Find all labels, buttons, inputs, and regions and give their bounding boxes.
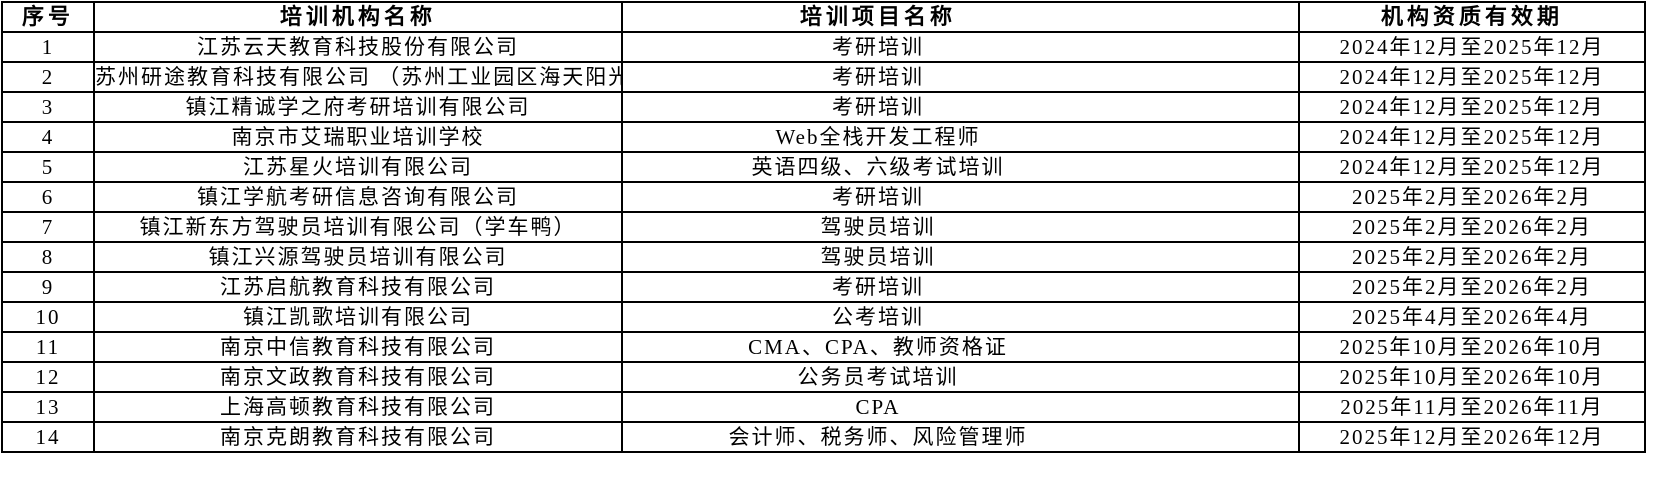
- cell-institution-name: 江苏云天教育科技股份有限公司: [93, 31, 623, 63]
- cell-serial-number: 14: [1, 421, 95, 453]
- cell-institution-name: 镇江精诚学之府考研培训有限公司: [93, 91, 623, 123]
- table-row: 14 南京克朗教育科技有限公司 会计师、税务师、风险管理师 2025年12月至2…: [1, 421, 1646, 453]
- table-row: 7 镇江新东方驾驶员培训有限公司（学车鸭） 驾驶员培训 2025年2月至2026…: [1, 211, 1646, 243]
- cell-serial-number: 13: [1, 391, 95, 423]
- cell-institution-name: 南京中信教育科技有限公司: [93, 331, 623, 363]
- cell-validity-period: 2025年4月至2026年4月: [1298, 301, 1646, 333]
- cell-validity-period: 2024年12月至2025年12月: [1298, 151, 1646, 183]
- table-row: 12 南京文政教育科技有限公司 公务员考试培训 2025年10月至2026年10…: [1, 361, 1646, 393]
- cell-validity-period: 2025年2月至2026年2月: [1298, 181, 1646, 213]
- cell-validity-period: 2025年10月至2026年10月: [1298, 331, 1646, 363]
- cell-institution-name: 镇江学航考研信息咨询有限公司: [93, 181, 623, 213]
- cell-institution-name: 上海高顿教育科技有限公司: [93, 391, 623, 423]
- cell-institution-name: 苏州研途教育科技有限公司 （苏州工业园区海天阳光教育培训中心）: [93, 61, 623, 93]
- cell-project-name: 考研培训: [621, 91, 1300, 123]
- cell-project-name: 考研培训: [621, 181, 1300, 213]
- cell-project-name: CPA: [621, 391, 1300, 423]
- cell-institution-name: 镇江凯歌培训有限公司: [93, 301, 623, 333]
- table-row: 13 上海高顿教育科技有限公司 CPA 2025年11月至2026年11月: [1, 391, 1646, 423]
- cell-project-name: 公考培训: [621, 301, 1300, 333]
- cell-serial-number: 5: [1, 151, 95, 183]
- column-header-no: 序号: [1, 1, 95, 33]
- table-body: 1 江苏云天教育科技股份有限公司 考研培训 2024年12月至2025年12月 …: [1, 31, 1646, 453]
- cell-validity-period: 2025年2月至2026年2月: [1298, 271, 1646, 303]
- cell-project-name: 英语四级、六级考试培训: [621, 151, 1300, 183]
- cell-validity-period: 2025年2月至2026年2月: [1298, 241, 1646, 273]
- cell-validity-period: 2024年12月至2025年12月: [1298, 31, 1646, 63]
- column-header-validity: 机构资质有效期: [1298, 1, 1646, 33]
- table-row: 1 江苏云天教育科技股份有限公司 考研培训 2024年12月至2025年12月: [1, 31, 1646, 63]
- cell-serial-number: 2: [1, 61, 95, 93]
- cell-institution-name: 江苏星火培训有限公司: [93, 151, 623, 183]
- cell-institution-name: 镇江新东方驾驶员培训有限公司（学车鸭）: [93, 211, 623, 243]
- cell-validity-period: 2024年12月至2025年12月: [1298, 121, 1646, 153]
- table-row: 10 镇江凯歌培训有限公司 公考培训 2025年4月至2026年4月: [1, 301, 1646, 333]
- cell-project-name: Web全栈开发工程师: [621, 121, 1300, 153]
- cell-serial-number: 1: [1, 31, 95, 63]
- table-row: 11 南京中信教育科技有限公司 CMA、CPA、教师资格证 2025年10月至2…: [1, 331, 1646, 363]
- table-row: 5 江苏星火培训有限公司 英语四级、六级考试培训 2024年12月至2025年1…: [1, 151, 1646, 183]
- table-row: 6 镇江学航考研信息咨询有限公司 考研培训 2025年2月至2026年2月: [1, 181, 1646, 213]
- cell-serial-number: 6: [1, 181, 95, 213]
- cell-serial-number: 12: [1, 361, 95, 393]
- cell-validity-period: 2024年12月至2025年12月: [1298, 61, 1646, 93]
- cell-validity-period: 2025年12月至2026年12月: [1298, 421, 1646, 453]
- table-row: 3 镇江精诚学之府考研培训有限公司 考研培训 2024年12月至2025年12月: [1, 91, 1646, 123]
- cell-validity-period: 2025年11月至2026年11月: [1298, 391, 1646, 423]
- cell-serial-number: 3: [1, 91, 95, 123]
- table-row: 2 苏州研途教育科技有限公司 （苏州工业园区海天阳光教育培训中心） 考研培训 2…: [1, 61, 1646, 93]
- table-row: 9 江苏启航教育科技有限公司 考研培训 2025年2月至2026年2月: [1, 271, 1646, 303]
- cell-institution-name: 南京市艾瑞职业培训学校: [93, 121, 623, 153]
- cell-serial-number: 4: [1, 121, 95, 153]
- cell-serial-number: 9: [1, 271, 95, 303]
- cell-project-name: 驾驶员培训: [621, 211, 1300, 243]
- cell-validity-period: 2024年12月至2025年12月: [1298, 91, 1646, 123]
- cell-project-name: 考研培训: [621, 271, 1300, 303]
- cell-validity-period: 2025年2月至2026年2月: [1298, 211, 1646, 243]
- cell-project-name: 会计师、税务师、风险管理师: [621, 421, 1300, 453]
- column-header-institution: 培训机构名称: [93, 1, 623, 33]
- cell-serial-number: 7: [1, 211, 95, 243]
- cell-serial-number: 10: [1, 301, 95, 333]
- cell-validity-period: 2025年10月至2026年10月: [1298, 361, 1646, 393]
- cell-project-name: 公务员考试培训: [621, 361, 1300, 393]
- cell-institution-name: 南京文政教育科技有限公司: [93, 361, 623, 393]
- cell-project-name: 考研培训: [621, 61, 1300, 93]
- table-row: 8 镇江兴源驾驶员培训有限公司 驾驶员培训 2025年2月至2026年2月: [1, 241, 1646, 273]
- cell-project-name: 驾驶员培训: [621, 241, 1300, 273]
- cell-institution-name: 镇江兴源驾驶员培训有限公司: [93, 241, 623, 273]
- cell-serial-number: 8: [1, 241, 95, 273]
- header-row: 序号 培训机构名称 培训项目名称 机构资质有效期: [1, 1, 1646, 33]
- cell-project-name: 考研培训: [621, 31, 1300, 63]
- column-header-project: 培训项目名称: [621, 1, 1300, 33]
- cell-institution-name: 南京克朗教育科技有限公司: [93, 421, 623, 453]
- training-institutions-table: 序号 培训机构名称 培训项目名称 机构资质有效期 1 江苏云天教育科技股份有限公…: [1, 1, 1646, 453]
- cell-institution-name: 江苏启航教育科技有限公司: [93, 271, 623, 303]
- table-row: 4 南京市艾瑞职业培训学校 Web全栈开发工程师 2024年12月至2025年1…: [1, 121, 1646, 153]
- cell-serial-number: 11: [1, 331, 95, 363]
- cell-project-name: CMA、CPA、教师资格证: [621, 331, 1300, 363]
